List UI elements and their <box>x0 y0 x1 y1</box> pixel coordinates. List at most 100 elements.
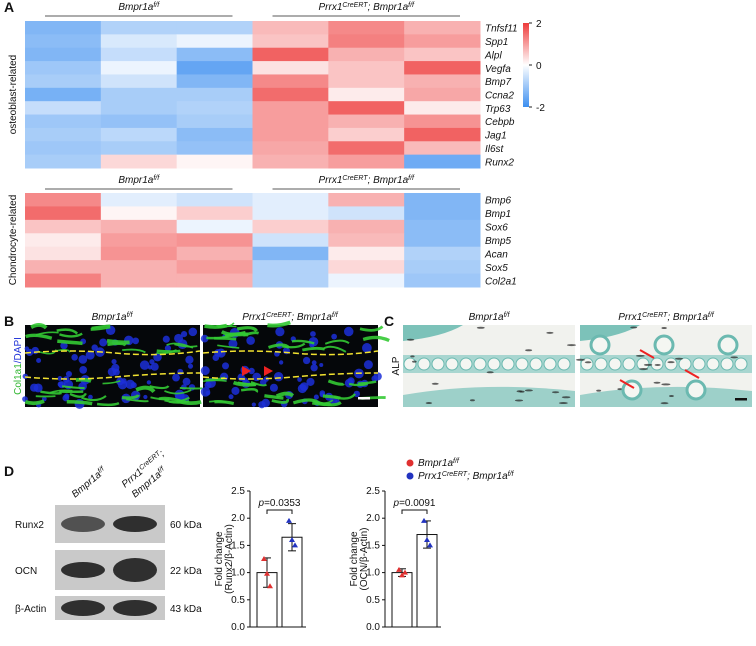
alp-stain <box>617 388 623 391</box>
row-group-label: osteoblast-related <box>8 55 19 135</box>
size-label: 22 kDa <box>170 566 202 577</box>
heatmap-cell <box>176 47 253 62</box>
heatmap-cell <box>328 127 405 142</box>
heatmap-cell <box>404 246 481 261</box>
dashed-line <box>202 350 379 356</box>
col1a1-signal <box>135 385 156 394</box>
col1a1-signal <box>91 324 111 329</box>
row-group-label: Chondrocyte-related <box>8 195 19 286</box>
arrow <box>619 379 635 389</box>
label-part: ; Bmpr1a <box>291 312 332 323</box>
col1a1-signal <box>149 385 170 390</box>
alp-stain <box>643 363 653 366</box>
group-title: Prrx1CreERT; Bmpr1af/f <box>319 2 416 14</box>
stain-part: /DAPI <box>13 337 24 363</box>
cell <box>557 357 571 371</box>
alp-stain <box>660 402 669 405</box>
alp-stain <box>525 349 533 352</box>
heatmap-cell <box>404 114 481 129</box>
heatmap-cell <box>328 87 405 102</box>
dapi-nucleus <box>164 345 172 352</box>
gene-label: Cebpb <box>485 117 515 128</box>
col1a1-signal <box>102 380 121 385</box>
label-part: ; Bmpr1a <box>467 471 508 482</box>
col1a1-signal <box>150 396 170 401</box>
scale-bar <box>735 398 747 401</box>
dapi-nucleus <box>121 378 127 384</box>
heatmap-cell <box>328 47 405 62</box>
cell <box>459 357 473 371</box>
alp-stain <box>476 326 485 329</box>
alp-stain <box>558 402 568 405</box>
alp-stain <box>431 382 439 385</box>
label-part: Bmpr1a <box>418 458 453 469</box>
heatmap-cell <box>328 74 405 89</box>
y-tick-label: 1.5 <box>366 540 380 551</box>
tissue <box>403 325 463 341</box>
cell <box>594 357 608 371</box>
label-part: ; Bmpr1a <box>368 2 409 13</box>
heatmap-cell <box>328 101 405 116</box>
dapi-nucleus <box>57 381 64 388</box>
dapi-nucleus <box>149 359 155 365</box>
y-tick-label: 1.0 <box>366 568 380 579</box>
cell <box>529 357 543 371</box>
alp-stain <box>596 389 602 392</box>
panel-label: A <box>4 0 14 15</box>
col1a1-signal <box>164 396 190 403</box>
p-italic: p <box>258 498 265 509</box>
data-point <box>267 583 273 589</box>
cell <box>664 357 678 371</box>
protein-label: β-Actin <box>15 604 46 615</box>
col1a1-signal <box>61 385 85 390</box>
dapi-nucleus <box>246 336 255 345</box>
heatmap-cell <box>25 206 102 221</box>
col1a1-signal <box>240 387 259 393</box>
col1a1-signal <box>264 394 284 400</box>
col1a1-signal <box>202 379 227 382</box>
data-point <box>261 556 267 561</box>
heatmap-cell <box>176 141 253 156</box>
col1a1-signal <box>121 394 140 400</box>
col1a1-signal <box>267 320 291 328</box>
band <box>61 516 105 532</box>
alp-stain <box>575 358 586 361</box>
col1a1-signal <box>236 326 258 333</box>
heatmap-cell <box>100 34 178 49</box>
dashed-line <box>202 372 379 380</box>
y-tick-label: 2.0 <box>366 513 380 524</box>
scale-bar <box>358 397 370 400</box>
gene-label: Bmp6 <box>485 196 512 207</box>
heatmap-cell <box>328 206 405 221</box>
heatmap-cell <box>328 193 405 207</box>
alp-stain <box>406 338 415 341</box>
alp-stain <box>486 371 494 374</box>
y-tick-label: 1.5 <box>231 540 245 551</box>
col1a1-signal <box>322 394 341 400</box>
label-part: CreERT <box>642 312 668 319</box>
heatmap-cell <box>404 47 481 62</box>
band <box>113 516 157 532</box>
heatmap-cell <box>404 87 481 102</box>
heatmap-cell <box>328 219 405 234</box>
label-part: Bmpr1a <box>70 469 104 500</box>
heatmap-cell <box>252 246 329 261</box>
heatmap-cell <box>100 260 178 275</box>
label-part: f/f <box>504 312 511 319</box>
heatmap-cell <box>25 61 102 75</box>
protein-label: Runx2 <box>15 520 44 531</box>
col1a1-signal <box>282 342 306 349</box>
col1a1-signal <box>327 379 345 386</box>
stain-label: Col1a1/DAPI <box>13 337 24 395</box>
col1a1-signal <box>56 328 79 335</box>
heatmap-cell <box>100 61 178 75</box>
size-label: 60 kDa <box>170 520 202 531</box>
col1a1-signal <box>81 395 107 402</box>
image-title: Bmpr1af/f <box>469 312 511 324</box>
heatmap-cell <box>404 21 481 35</box>
alp-stain <box>669 394 674 397</box>
col1a1-signal <box>362 335 390 343</box>
arrowhead <box>242 366 251 376</box>
dapi-nucleus <box>182 377 191 386</box>
heatmap-cell <box>25 34 102 49</box>
